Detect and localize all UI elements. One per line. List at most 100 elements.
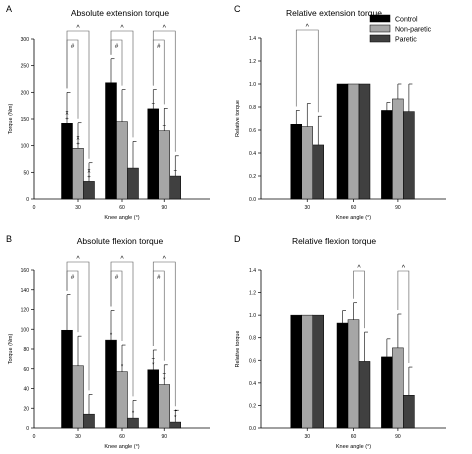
y-tick-label: 250 xyxy=(21,64,30,70)
bar xyxy=(169,421,181,429)
significance-label: ^ xyxy=(120,256,124,263)
bar xyxy=(169,175,181,200)
significance-label: # xyxy=(71,275,75,281)
bar-annotation: + xyxy=(65,116,69,122)
y-tick-label: 0.0 xyxy=(249,197,256,203)
x-origin-label: 0 xyxy=(33,434,36,440)
y-tick-label: 1.2 xyxy=(249,291,256,297)
significance-bracket xyxy=(397,270,410,364)
y-tick-label: 60 xyxy=(23,367,29,373)
bar xyxy=(336,322,349,429)
y-tick-label: 200 xyxy=(21,90,30,96)
bar xyxy=(336,83,349,200)
x-axis-label: Knee angle (°) xyxy=(336,444,371,450)
y-tick-label: 0.8 xyxy=(249,105,256,111)
bar-annotation: * xyxy=(163,378,166,384)
y-tick-label: 0.8 xyxy=(249,336,256,342)
y-axis-label: Torque (Nm) xyxy=(8,334,14,365)
significance-label: # xyxy=(157,275,161,281)
significance-label: ^ xyxy=(163,25,167,32)
panel-letter: C xyxy=(234,4,241,14)
significance-label: ^ xyxy=(163,256,167,263)
bar-annotation: * xyxy=(121,365,124,371)
bar xyxy=(72,148,84,200)
bar-annotation: + xyxy=(162,124,166,130)
bar xyxy=(290,314,302,429)
x-axis-label: Knee angle (°) xyxy=(104,215,139,221)
y-tick-label: 300 xyxy=(21,37,30,43)
bar xyxy=(116,371,128,429)
y-tick-label: 50 xyxy=(23,170,29,176)
bar xyxy=(392,347,404,429)
y-tick-label: 0.2 xyxy=(249,174,256,180)
y-tick-label: 0 xyxy=(26,426,29,432)
y-tick-label: 0 xyxy=(26,197,29,203)
panel-d: D Relative flexion torque 0.0 0.2 0.4 0.6 0.8 1… xyxy=(234,234,446,450)
significance-label: ^ xyxy=(402,265,406,272)
bar xyxy=(301,126,313,200)
bar-annotation: + xyxy=(151,102,155,108)
x-tick-label: 90 xyxy=(395,205,401,211)
bar-annotation: + xyxy=(151,357,155,363)
y-axis-label: Relative torque xyxy=(235,331,241,368)
bar xyxy=(158,130,170,200)
significance-label: ^ xyxy=(76,256,80,263)
y-tick-label: 150 xyxy=(21,117,30,123)
bar-annotation: x xyxy=(66,110,69,116)
x-tick-label: 90 xyxy=(395,434,401,440)
chart-title: Absolute flexion torque xyxy=(77,236,164,246)
significance-bracket xyxy=(353,270,365,329)
significance-label: ^ xyxy=(120,25,124,32)
x-tick-label: 60 xyxy=(119,205,125,211)
y-tick-label: 1.4 xyxy=(249,36,256,42)
significance-label: ^ xyxy=(306,24,310,31)
bar xyxy=(127,417,139,429)
bar-annotation: * xyxy=(152,363,155,369)
bar xyxy=(158,384,170,429)
x-tick-label: 60 xyxy=(119,434,125,440)
chart-title: Relative extension torque xyxy=(286,8,382,18)
bar xyxy=(83,413,95,429)
significance-label: ^ xyxy=(76,25,80,32)
x-origin-label: 0 xyxy=(33,205,36,211)
panel-letter: D xyxy=(234,234,241,244)
bar xyxy=(61,329,73,429)
y-tick-label: 20 xyxy=(23,406,29,412)
y-tick-label: 0.6 xyxy=(249,128,256,134)
bar xyxy=(358,83,371,200)
bar xyxy=(290,124,302,200)
x-tick-label: 60 xyxy=(351,205,357,211)
significance-label: # xyxy=(157,44,161,50)
bar xyxy=(381,110,393,200)
bar xyxy=(147,369,159,429)
significance-bracket xyxy=(110,39,123,86)
y-tick-label: 1.0 xyxy=(249,82,256,88)
bar xyxy=(72,365,84,429)
panel-a: A Absolute extension torque 0 50 100 150 200 25… xyxy=(6,4,210,221)
bar xyxy=(403,395,415,429)
x-axis-label: Knee angle (°) xyxy=(336,215,371,221)
x-tick-label: 30 xyxy=(304,205,310,211)
bar-annotation: * xyxy=(110,333,113,339)
bar xyxy=(312,144,324,200)
legend-swatch xyxy=(369,24,391,33)
legend: Control Non-paretic Paretic xyxy=(369,14,432,44)
bar xyxy=(147,108,159,200)
significance-label: # xyxy=(115,275,119,281)
significance-label: ^ xyxy=(357,265,361,272)
y-tick-label: 0.4 xyxy=(249,381,256,387)
chart-title: Absolute extension torque xyxy=(71,8,170,18)
significance-bracket xyxy=(110,270,123,342)
bar-annotation: x xyxy=(77,135,80,141)
y-tick-label: 1.2 xyxy=(249,59,256,65)
significance-label: # xyxy=(115,44,119,50)
x-tick-label: 90 xyxy=(161,205,167,211)
bar xyxy=(392,98,404,200)
bar xyxy=(105,339,117,429)
bar-annotation: * xyxy=(132,411,135,417)
bar xyxy=(127,167,139,200)
bar-annotation: + xyxy=(173,409,177,415)
x-tick-label: 30 xyxy=(75,205,81,211)
x-tick-label: 60 xyxy=(351,434,357,440)
